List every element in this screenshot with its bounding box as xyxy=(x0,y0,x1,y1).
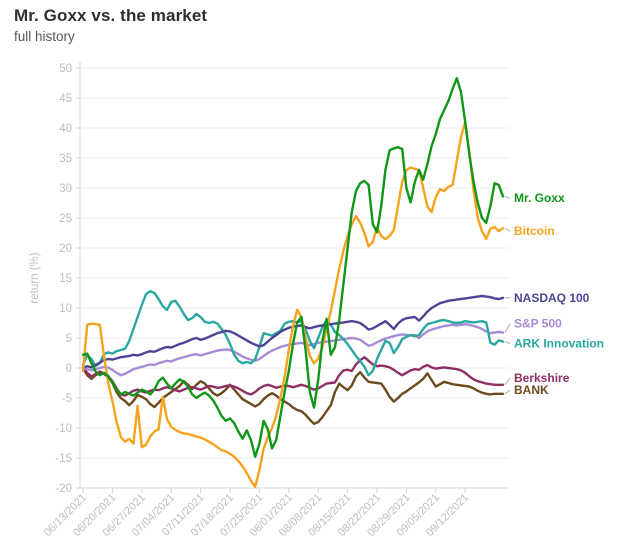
y-tick-label: -10 xyxy=(55,423,72,435)
chart-subtitle: full history xyxy=(14,29,75,44)
label-connector-berkshire xyxy=(504,377,511,386)
y-tick-label: 40 xyxy=(59,123,72,135)
series-line-mr-goxx[interactable] xyxy=(81,76,505,458)
y-tick-label: -5 xyxy=(62,393,72,405)
series-label-s-p-500: S&P 500 xyxy=(514,317,562,331)
y-tick-label: 0 xyxy=(66,363,72,375)
label-connector-ark-innovation xyxy=(504,341,511,344)
y-tick-label: 20 xyxy=(59,243,72,255)
chart-header: Mr. Goxx vs. the market full history xyxy=(14,6,207,44)
y-tick-label: 10 xyxy=(59,303,72,315)
y-axis-title: return (%) xyxy=(29,252,41,303)
label-connector-bitcoin xyxy=(504,227,511,232)
y-tick-label: 50 xyxy=(59,63,72,75)
series-line-bank[interactable] xyxy=(81,366,505,425)
series-label-mr-goxx: Mr. Goxx xyxy=(514,191,565,205)
label-connector-mr-goxx xyxy=(504,195,511,199)
y-tick-label: 35 xyxy=(59,153,72,165)
series-label-nasdaq-100: NASDAQ 100 xyxy=(514,291,590,305)
series-label-bitcoin: Bitcoin xyxy=(514,224,555,238)
y-tick-label: -15 xyxy=(55,453,72,465)
series-label-ark-innovation: ARK Innovation xyxy=(514,336,604,350)
series-label-berkshire: Berkshire xyxy=(514,371,570,385)
page-title: Mr. Goxx vs. the market xyxy=(14,6,208,25)
y-tick-label: 45 xyxy=(59,93,72,105)
y-tick-label: 15 xyxy=(59,273,72,285)
y-tick-label: 25 xyxy=(59,213,72,225)
y-tick-label: 5 xyxy=(66,333,72,345)
y-tick-label: -20 xyxy=(55,483,72,495)
label-connector-s-p-500 xyxy=(504,323,511,333)
series-line-berkshire[interactable] xyxy=(81,356,505,397)
y-tick-label: 30 xyxy=(59,183,72,195)
series-line-ark-innovation[interactable] xyxy=(81,290,505,377)
label-connector-bank xyxy=(504,389,511,395)
series-line-bitcoin[interactable] xyxy=(81,120,505,488)
series-label-bank: BANK xyxy=(514,383,549,397)
